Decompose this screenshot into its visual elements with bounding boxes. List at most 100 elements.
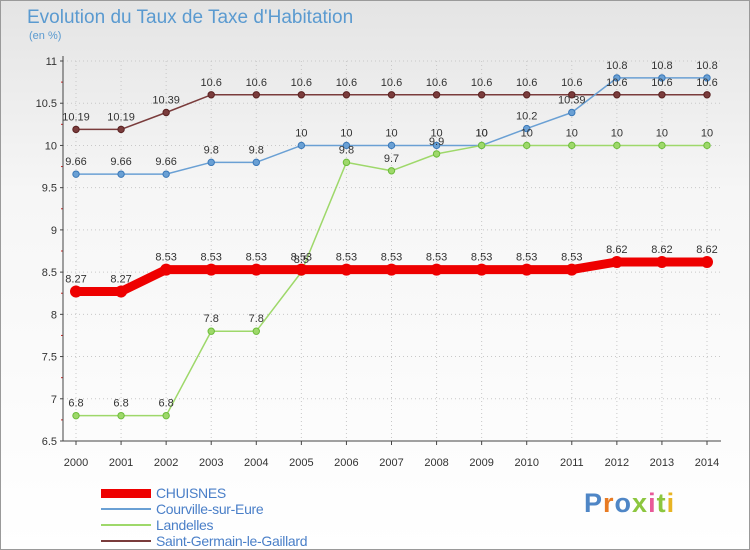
data-label: 10.6 [291,77,312,89]
data-label: 10 [656,127,668,139]
series-point [72,170,80,178]
logo-letter: t [656,488,667,518]
axes: 6.5 7 7.5 8 8.5 9 9.5 10 10.5 11 2000 2001 2002 2003 2… [36,56,721,469]
logo-letter: i [648,488,657,518]
x-tick-label: 2003 [199,457,223,469]
data-label: 8.53 [201,252,222,264]
legend-label: CHUISNES [156,485,226,501]
data-label: 9.66 [110,156,131,168]
proxiti-logo: Proxiti [584,488,675,519]
data-label: 8.53 [471,252,492,264]
data-label: 10.6 [246,77,267,89]
series-point-chuisnes [655,255,668,268]
data-label: 8.53 [336,252,357,264]
series-point-chuisnes [520,263,533,276]
series-point [432,141,441,150]
data-label: 10 [430,127,442,139]
data-label: 10 [476,127,488,139]
series-point [72,125,80,134]
series-point [117,411,125,420]
series-point [523,124,531,133]
x-tick-label: 2008 [424,457,448,469]
chart-title: Evolution du Taux de Taxe d'Habitation [27,7,354,28]
series-point-chuisnes [295,263,308,276]
data-label: 10.6 [516,77,537,89]
series-point-chuisnes [430,263,443,276]
data-label: 10.39 [558,95,586,107]
logo-letter: r [603,488,615,518]
series-point [432,91,441,99]
series-point [568,108,576,117]
data-label: 10.8 [606,60,627,72]
data-label: 9.8 [204,144,219,156]
data-label: 10.39 [152,95,180,107]
series-point [523,91,531,99]
x-tick-label: 2009 [469,457,493,469]
legend-label: Landelles [156,517,214,533]
data-label: 8.53 [155,252,176,264]
series-point [342,158,351,167]
series-point [387,167,396,175]
data-label: 8.53 [246,252,267,264]
data-label: 8.53 [291,252,312,264]
series-point [703,141,711,150]
series-point [613,141,621,150]
data-label: 10 [701,127,713,139]
chart-unit-label: (en %) [29,30,62,42]
logo-letter: o [614,488,633,518]
x-tick-label: 2014 [695,457,719,469]
series-point [342,141,351,150]
data-label: 10.6 [651,77,672,89]
data-label: 9.7 [384,153,399,165]
data-label: 8.5 [294,254,309,266]
x-tick-label: 2001 [109,457,133,469]
series-point [477,91,486,99]
series-point [658,74,666,82]
series-point-chuisnes [205,263,218,276]
series-point-chuisnes [160,263,173,276]
data-label: 10 [340,127,352,139]
series-point [477,141,486,150]
data-label: 10 [566,127,578,139]
data-label: 8.53 [381,252,402,264]
data-label: 10.6 [471,77,492,89]
legend-swatch [101,488,151,498]
data-label: 9.8 [339,144,354,156]
series-point-chuisnes [475,263,488,276]
y-tick-label: 8 [51,309,57,321]
legend-label: Courville-sur-Eure [156,501,264,517]
data-label: 9.66 [65,156,86,168]
data-label: 9.8 [249,144,264,156]
y-tick-label: 9 [51,225,57,237]
series-point [72,411,80,420]
series-point-chuisnes [385,263,398,276]
data-label: 8.62 [651,244,672,256]
legend-swatch [101,540,151,542]
y-tick-label: 7.5 [42,352,57,364]
series-point-chuisnes [610,255,623,268]
series-point [342,91,351,99]
series-point-chuisnes [340,263,353,276]
series-point-chuisnes [115,285,128,298]
x-tick-label: 2007 [379,457,403,469]
data-label: 8.27 [110,274,131,286]
y-tick-label: 6.5 [42,436,57,448]
series-point [252,91,260,99]
series-point-chuisnes [701,255,713,268]
series-point [207,327,215,335]
data-label: 7.8 [249,313,264,325]
data-label: 10.6 [336,77,357,89]
x-tick-label: 2010 [514,457,538,469]
series-point [117,170,125,178]
series-point [387,141,396,150]
x-tick-label: 2011 [560,457,584,469]
data-label: 10 [476,127,488,139]
data-label: 8.62 [606,244,627,256]
series-point [162,170,170,178]
series-point-chuisnes [70,285,82,298]
data-label: 10.6 [381,77,402,89]
data-label: 9.9 [429,136,444,148]
data-label: 10.6 [426,77,447,89]
